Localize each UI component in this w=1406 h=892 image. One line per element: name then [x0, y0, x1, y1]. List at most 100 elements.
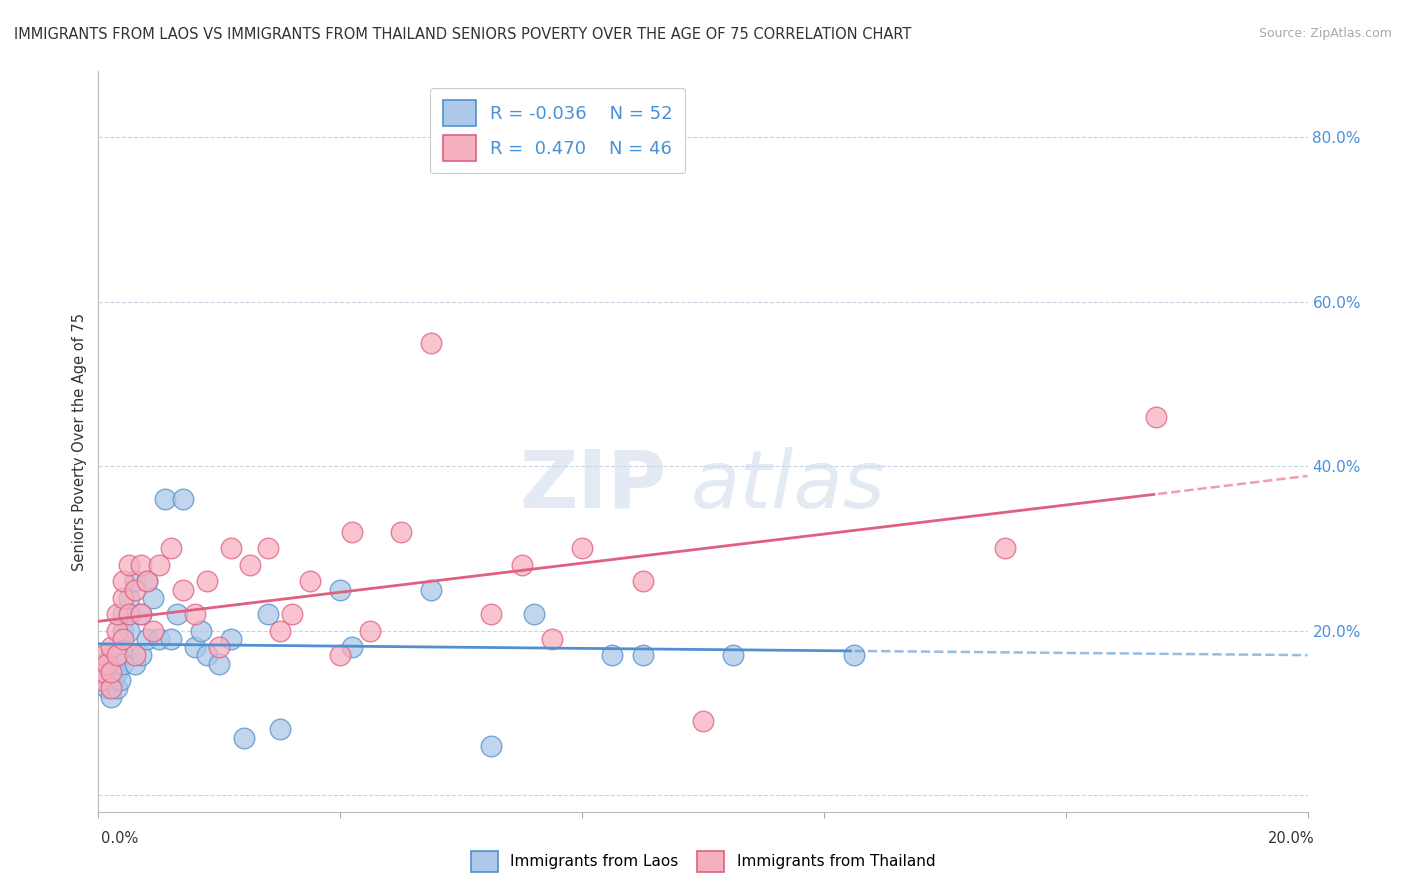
Point: [602, 648, 624, 663]
Point: [523, 607, 546, 622]
Y-axis label: Seniors Poverty Over the Age of 75: Seniors Poverty Over the Age of 75: [72, 312, 87, 571]
Point: [118, 624, 141, 638]
Point: [692, 714, 714, 729]
Point: [239, 558, 262, 572]
Text: IMMIGRANTS FROM LAOS VS IMMIGRANTS FROM THAILAND SENIORS POVERTY OVER THE AGE OF: IMMIGRANTS FROM LAOS VS IMMIGRANTS FROM …: [14, 27, 911, 42]
Point: [100, 648, 122, 663]
Point: [160, 632, 183, 646]
Point: [571, 541, 593, 556]
Point: [100, 665, 122, 679]
Point: [118, 591, 141, 605]
Point: [111, 607, 134, 622]
Point: [103, 657, 125, 671]
Text: Source: ZipAtlas.com: Source: ZipAtlas.com: [1258, 27, 1392, 40]
Point: [540, 632, 562, 646]
Point: [105, 648, 128, 663]
Point: [100, 640, 122, 655]
Point: [195, 648, 218, 663]
Point: [208, 657, 231, 671]
Point: [124, 582, 146, 597]
Point: [256, 607, 278, 622]
Point: [342, 640, 364, 655]
Point: [269, 723, 291, 737]
Point: [93, 648, 115, 663]
Point: [221, 632, 243, 646]
Point: [100, 681, 122, 696]
Point: [221, 541, 243, 556]
Point: [510, 558, 533, 572]
Text: atlas: atlas: [690, 447, 886, 525]
Point: [93, 665, 115, 679]
Point: [994, 541, 1017, 556]
Point: [111, 648, 134, 663]
Text: 20.0%: 20.0%: [1268, 831, 1315, 846]
Point: [1144, 409, 1167, 424]
Point: [142, 591, 165, 605]
Point: [256, 541, 278, 556]
Point: [184, 607, 207, 622]
Point: [129, 607, 152, 622]
Point: [481, 739, 503, 753]
Point: [135, 574, 157, 589]
Point: [329, 648, 352, 663]
Point: [111, 574, 134, 589]
Legend: R = -0.036    N = 52, R =  0.470    N = 46: R = -0.036 N = 52, R = 0.470 N = 46: [430, 87, 685, 173]
Point: [631, 648, 654, 663]
Point: [208, 640, 231, 655]
Point: [90, 673, 112, 687]
Point: [135, 632, 157, 646]
Point: [118, 607, 141, 622]
Point: [419, 335, 441, 350]
Point: [96, 681, 118, 696]
Point: [105, 624, 128, 638]
Point: [419, 582, 441, 597]
Point: [184, 640, 207, 655]
Point: [96, 657, 118, 671]
Point: [721, 648, 744, 663]
Point: [111, 657, 134, 671]
Legend: Immigrants from Laos, Immigrants from Thailand: Immigrants from Laos, Immigrants from Th…: [463, 843, 943, 880]
Point: [281, 607, 304, 622]
Text: ZIP: ZIP: [519, 447, 666, 525]
Point: [118, 607, 141, 622]
Point: [142, 624, 165, 638]
Point: [329, 582, 352, 597]
Point: [190, 624, 212, 638]
Point: [100, 665, 122, 679]
Point: [105, 665, 128, 679]
Point: [96, 665, 118, 679]
Point: [269, 624, 291, 638]
Point: [105, 648, 128, 663]
Point: [631, 574, 654, 589]
Point: [118, 558, 141, 572]
Point: [103, 673, 125, 687]
Point: [360, 624, 382, 638]
Point: [342, 524, 364, 539]
Point: [135, 574, 157, 589]
Point: [160, 541, 183, 556]
Point: [129, 648, 152, 663]
Point: [172, 582, 194, 597]
Point: [148, 632, 170, 646]
Point: [111, 632, 134, 646]
Point: [90, 673, 112, 687]
Point: [299, 574, 322, 589]
Point: [153, 492, 176, 507]
Point: [129, 607, 152, 622]
Point: [105, 681, 128, 696]
Point: [172, 492, 194, 507]
Point: [389, 524, 412, 539]
Point: [129, 558, 152, 572]
Point: [481, 607, 503, 622]
Point: [124, 574, 146, 589]
Point: [105, 657, 128, 671]
Point: [111, 591, 134, 605]
Point: [111, 624, 134, 638]
Point: [124, 657, 146, 671]
Point: [105, 607, 128, 622]
Point: [100, 673, 122, 687]
Point: [195, 574, 218, 589]
Point: [100, 690, 122, 704]
Point: [166, 607, 188, 622]
Point: [108, 673, 131, 687]
